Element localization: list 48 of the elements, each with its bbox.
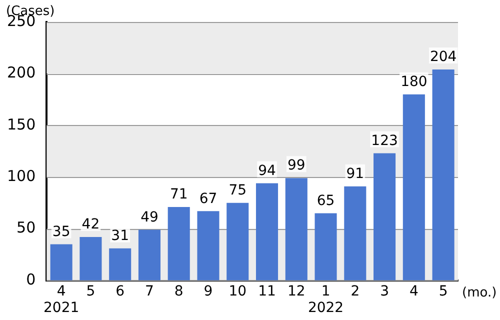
x-tick-label: 2 <box>350 283 360 300</box>
bar <box>80 236 102 280</box>
bar <box>402 94 425 280</box>
data-label: 42 <box>82 216 100 233</box>
data-label: 99 <box>287 158 306 174</box>
x-tick-label: 12 <box>287 283 306 300</box>
bar <box>374 153 396 280</box>
y-tick-label: 150 <box>6 115 36 134</box>
x-tick-label: 9 <box>204 283 213 300</box>
data-label: 123 <box>371 132 398 149</box>
x-tick-label: 5 <box>86 283 96 300</box>
data-label: 91 <box>346 166 364 182</box>
data-label: 49 <box>140 209 158 226</box>
data-label: 204 <box>430 49 457 66</box>
bar <box>344 186 366 280</box>
x-tick-label: 4 <box>409 283 418 300</box>
y-tick-label: 200 <box>6 64 36 82</box>
bar <box>109 248 132 280</box>
data-label: 75 <box>228 182 247 199</box>
y-tick-label: 0 <box>26 270 36 288</box>
data-label: 65 <box>316 192 335 209</box>
bar <box>168 207 190 280</box>
bar <box>197 211 220 280</box>
x-axis-title: (mo.) <box>462 285 497 300</box>
bar <box>256 183 278 280</box>
data-label: 94 <box>258 162 276 179</box>
x-tick-label: 5 <box>438 283 448 300</box>
bar <box>50 244 72 280</box>
bar <box>432 70 454 280</box>
bar <box>138 230 160 280</box>
data-label: 180 <box>400 74 428 90</box>
bar <box>226 202 249 280</box>
bar <box>314 213 337 280</box>
data-label: 71 <box>170 186 188 203</box>
x-tick-label: 1 2022 <box>308 283 344 316</box>
x-tick-label: 6 <box>116 283 125 300</box>
x-tick-label: 10 <box>228 283 247 300</box>
data-label: 31 <box>111 228 130 244</box>
y-tick-label: 50 <box>16 218 36 237</box>
y-tick-label: 100 <box>6 166 36 185</box>
x-tick-label: 11 <box>258 283 276 300</box>
data-label: 67 <box>199 190 218 207</box>
x-tick-label: 7 <box>145 283 154 300</box>
x-tick-label: 4 2021 <box>44 283 80 316</box>
x-tick-label: 3 <box>380 283 389 300</box>
bar <box>285 178 308 280</box>
x-tick-label: 8 <box>174 283 184 300</box>
data-label: 35 <box>52 224 70 240</box>
